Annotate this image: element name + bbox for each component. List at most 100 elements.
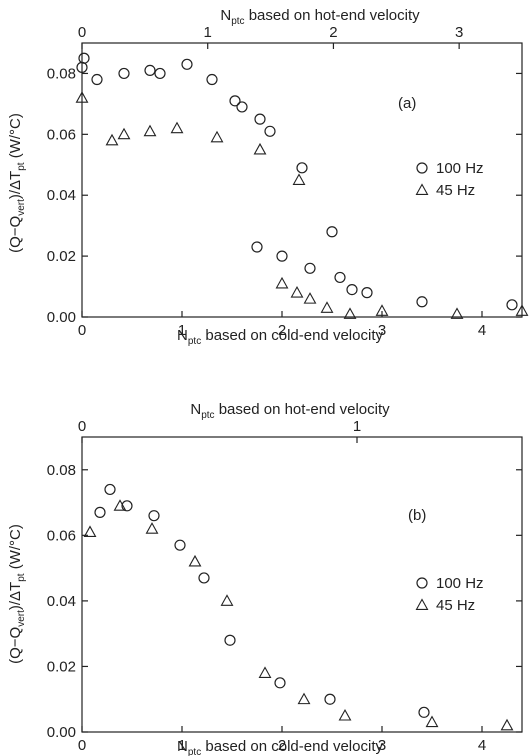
data-point-45hz: [290, 286, 304, 298]
y-tick-label: 0.02: [47, 248, 76, 265]
data-point-100hz: [324, 693, 336, 705]
data-point-45hz: [303, 292, 317, 304]
data-point-45hz: [275, 276, 289, 289]
data-point-100hz: [334, 271, 346, 284]
x2-tick-label: 0: [78, 418, 86, 435]
data-point-45hz: [220, 594, 234, 606]
data-point-100hz: [361, 287, 373, 299]
y-tick-label: 0.04: [47, 187, 76, 204]
data-point-45hz: [320, 301, 334, 313]
data-point-45hz: [143, 124, 157, 137]
panel-a: Nptc based on hot-end velocity (Q−Qvert)…: [7, 7, 529, 347]
x-tick-label: 0: [78, 737, 86, 754]
data-point-100hz: [254, 113, 266, 125]
data-point-45hz: [113, 499, 127, 511]
y-axis-label: (Q−Qvert)/ΔTpt (W/°C): [7, 524, 27, 664]
y-tick-label: 0.02: [47, 658, 76, 675]
data-point-45hz: [170, 121, 184, 134]
y-tick-label: 0.00: [47, 724, 76, 741]
data-point-100hz: [326, 226, 338, 238]
data-point-100hz: [118, 67, 130, 80]
y-tick-label: 0.08: [47, 65, 76, 82]
panel-b: Nptc based on hot-end velocity (Q−Qvert)…: [7, 401, 523, 756]
data-point-100hz: [181, 58, 193, 70]
data-point-45hz: [515, 304, 529, 316]
x-tick-label: 0: [78, 322, 86, 339]
x-tick-label: 4: [478, 737, 486, 754]
legend-marker-triangle: [415, 598, 429, 610]
data-point-100hz: [121, 500, 133, 512]
y-tick-label: 0.06: [47, 126, 76, 143]
y-tick-label: 0.08: [47, 462, 76, 479]
legend-label: 45 Hz: [436, 182, 475, 199]
data-point-100hz: [346, 284, 358, 296]
data-point-45hz: [117, 127, 131, 140]
legend-marker-circle: [416, 162, 428, 174]
data-point-45hz: [500, 718, 514, 731]
data-point-45hz: [292, 173, 306, 185]
x-axis-label: Nptc based on cold-end velocity: [177, 327, 383, 347]
x-tick-label: 4: [478, 322, 486, 339]
data-point-100hz: [274, 677, 286, 689]
y-tick-label: 0.04: [47, 593, 76, 610]
data-point-45hz: [343, 307, 357, 319]
legend-label: 100 Hz: [436, 575, 484, 592]
x-tick-label: 2: [278, 737, 286, 754]
data-point-100hz: [276, 250, 288, 262]
data-point-100hz: [418, 706, 430, 718]
data-point-45hz: [83, 525, 97, 538]
data-point-45hz: [75, 91, 89, 103]
legend-label: 45 Hz: [436, 597, 475, 614]
legend-marker-circle: [416, 577, 428, 589]
data-point-45hz: [145, 522, 159, 534]
data-point-100hz: [224, 634, 236, 646]
data-point-100hz: [416, 296, 428, 308]
data-point-100hz: [78, 52, 90, 64]
data-point-100hz: [296, 162, 308, 174]
x2-tick-label: 1: [204, 24, 212, 41]
data-point-100hz: [264, 125, 276, 137]
data-point-45hz: [425, 715, 439, 728]
data-point-45hz: [450, 307, 464, 319]
data-point-100hz: [154, 67, 166, 80]
data-point-100hz: [304, 262, 316, 274]
legend-label: 100 Hz: [436, 160, 484, 177]
x-axis-label: Nptc based on cold-end velocity: [177, 738, 383, 756]
x-tick-label: 2: [278, 322, 286, 339]
plot-frame: [81, 436, 523, 733]
x-tick-label: 1: [178, 322, 186, 339]
top-axis-label: Nptc based on hot-end velocity: [220, 7, 420, 27]
x-tick-label: 3: [378, 322, 386, 339]
x2-tick-label: 3: [455, 24, 463, 41]
data-point-100hz: [174, 539, 186, 551]
data-point-45hz: [375, 304, 389, 316]
data-point-45hz: [105, 133, 119, 146]
data-point-100hz: [104, 483, 116, 496]
data-point-100hz: [206, 73, 218, 86]
data-point-100hz: [236, 101, 248, 113]
data-point-100hz: [144, 64, 156, 77]
data-point-45hz: [253, 142, 267, 155]
data-point-100hz: [506, 299, 518, 311]
data-point-45hz: [188, 554, 202, 567]
data-point-100hz: [91, 73, 103, 86]
y-tick-label: 0.06: [47, 527, 76, 544]
data-point-45hz: [258, 666, 272, 678]
x2-tick-label: 2: [329, 24, 337, 41]
data-point-45hz: [338, 708, 352, 721]
x-tick-label: 3: [378, 737, 386, 754]
data-point-45hz: [297, 692, 311, 705]
plot-frame: [81, 42, 523, 318]
y-axis-label: (Q−Qvert)/ΔTpt (W/°C): [7, 113, 27, 253]
x2-tick-label: 0: [78, 24, 86, 41]
data-point-100hz: [94, 506, 106, 518]
legend-marker-triangle: [415, 183, 429, 195]
data-point-100hz: [251, 241, 263, 253]
data-point-45hz: [210, 130, 224, 143]
panel-label: (b): [408, 507, 426, 524]
top-axis-label: Nptc based on hot-end velocity: [190, 401, 390, 421]
data-point-100hz: [229, 95, 241, 107]
panel-label: (a): [398, 95, 416, 112]
y-tick-label: 0.00: [47, 309, 76, 326]
